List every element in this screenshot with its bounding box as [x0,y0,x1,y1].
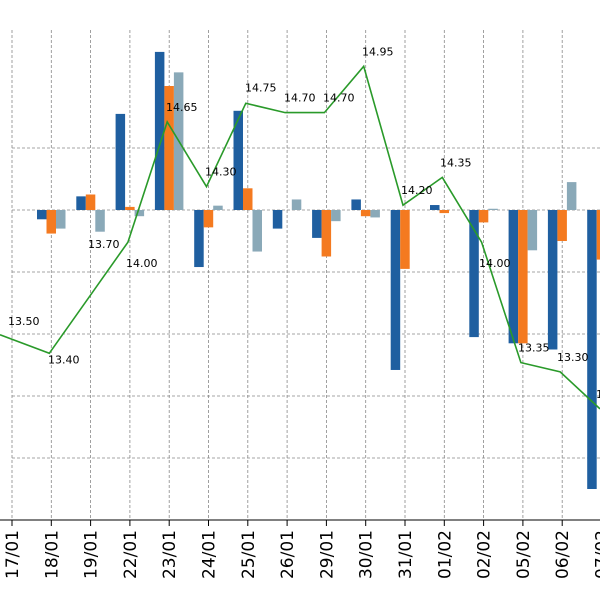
bar [518,210,528,344]
bar [478,210,489,223]
bar [95,210,105,232]
x-tick-label: 07/02 [593,530,600,579]
bar [37,210,47,220]
bar [243,188,253,210]
x-tick-label: 24/01 [200,530,220,579]
bar [351,199,361,210]
bar [252,210,262,252]
line-data-label: 14.35 [440,156,472,169]
x-tick-label: 25/01 [239,530,259,579]
bar [587,210,597,489]
line-data-label: 13.50 [8,315,40,328]
line-data-label: 14.20 [401,184,433,197]
bar [360,210,371,217]
bar [370,210,380,218]
bar [134,210,145,217]
x-axis: 17/01 18/01 19/01 22/01 23/01 24/01 25/01 26/01… [0,519,600,579]
x-tick-label: 18/01 [42,530,62,579]
x-tick-label: 19/01 [82,530,102,579]
bar [430,205,440,210]
line-data-label: 13.30 [557,351,589,364]
bar [194,210,204,268]
bar [488,208,498,210]
x-tick-label: 30/01 [357,530,377,579]
x-tick-label: 02/02 [475,530,495,579]
bar [566,182,577,210]
bar [508,210,519,344]
x-tick-label: 23/01 [160,530,180,579]
bar [557,210,567,241]
line-path [0,64,600,410]
bar [547,210,558,350]
line-data-label: 13.35 [518,342,550,355]
x-tick-label: 01/02 [435,530,455,579]
bar [312,210,322,238]
bar [46,210,56,234]
bar [164,86,174,210]
bar [390,210,401,370]
bar [213,205,223,210]
x-tick-label: 29/01 [317,530,337,579]
x-tick-label: 31/01 [396,530,416,579]
bar [469,210,479,338]
line-data-label: 13.40 [48,353,80,366]
x-tick-label: 06/02 [553,530,573,579]
bar [400,210,410,269]
line-data-label: 14.75 [245,81,277,94]
line-data-label: 13.10 [596,388,600,401]
bar [272,210,283,229]
bar [85,194,96,210]
line-data-label: 14.00 [126,257,158,270]
bar [154,51,165,211]
bar [125,206,135,210]
bar [233,110,243,210]
x-tick-label: 17/01 [3,530,23,579]
bar [331,210,341,222]
x-tick-label: 22/01 [121,530,141,579]
line-series [0,64,600,410]
bar [291,199,302,210]
bar [56,210,66,229]
x-tick-label: 26/01 [278,530,298,579]
line-data-label: 14.70 [323,92,355,105]
bar [76,196,86,210]
line-data-labels: 13.50 13.40 13.70 14.00 14.65 14.30 14.75 14.70… [8,45,600,401]
line-data-label: 14.70 [284,92,316,105]
line-data-label: 14.30 [205,166,237,179]
line-data-label: 14.95 [362,45,394,58]
bar [439,210,449,214]
bar-series [37,51,600,489]
line-data-label: 13.70 [88,238,120,251]
bar [203,210,214,228]
bar [596,210,600,260]
bar [321,210,332,257]
line-data-label: 14.00 [479,257,511,270]
x-tick-label: 05/02 [514,530,534,579]
bar [527,210,538,251]
bar [115,113,126,210]
line-data-label: 14.65 [166,101,198,114]
